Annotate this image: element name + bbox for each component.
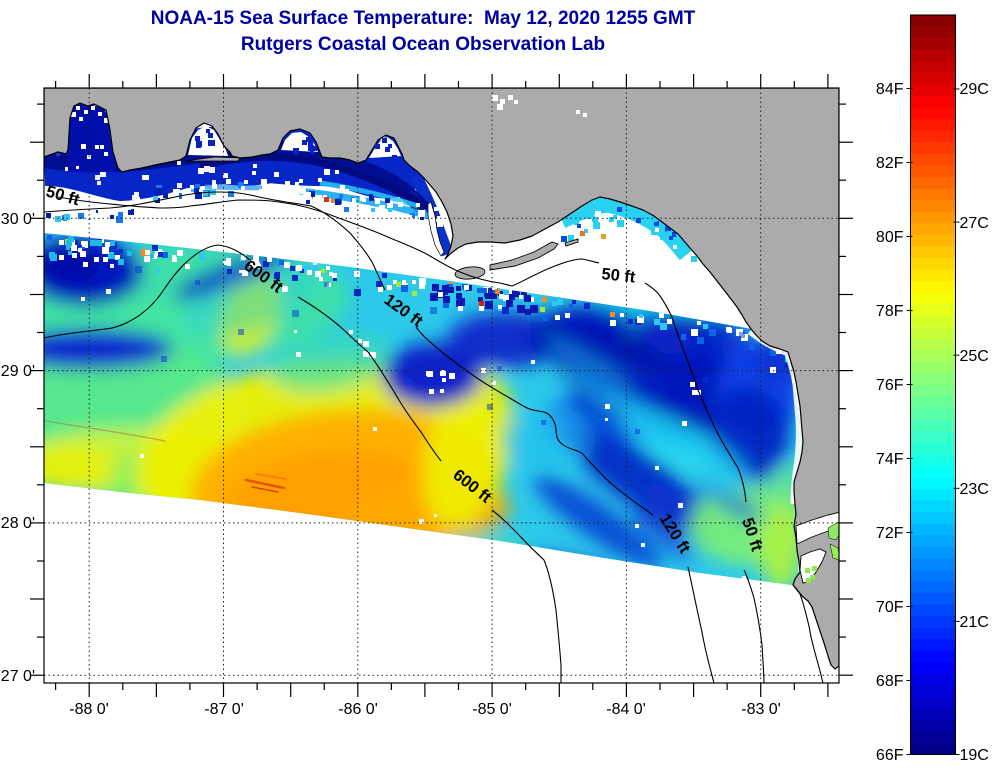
svg-text:66F: 66F xyxy=(876,747,904,764)
svg-text:NOAA-15 Sea Surface Temperatur: NOAA-15 Sea Surface Temperature: May 12,… xyxy=(151,8,696,29)
svg-text:-84 0': -84 0' xyxy=(606,701,646,718)
svg-text:68F: 68F xyxy=(876,673,904,690)
svg-text:29C: 29C xyxy=(960,81,989,98)
svg-text:78F: 78F xyxy=(876,303,904,320)
svg-text:76F: 76F xyxy=(876,377,904,394)
svg-text:27C: 27C xyxy=(960,215,989,232)
svg-text:74F: 74F xyxy=(876,451,904,468)
svg-text:28 0': 28 0' xyxy=(1,515,35,532)
svg-text:29 0': 29 0' xyxy=(1,363,35,380)
svg-text:30 0': 30 0' xyxy=(1,211,35,228)
svg-text:27 0': 27 0' xyxy=(1,668,35,685)
svg-text:-87 0': -87 0' xyxy=(204,701,244,718)
svg-text:-86 0': -86 0' xyxy=(338,701,378,718)
svg-text:72F: 72F xyxy=(876,525,904,542)
svg-text:50 ft: 50 ft xyxy=(601,265,637,287)
svg-text:21C: 21C xyxy=(960,614,989,631)
svg-text:23C: 23C xyxy=(960,481,989,498)
svg-text:Rutgers Coastal Ocean Observat: Rutgers Coastal Ocean Observation Lab xyxy=(241,34,605,55)
svg-text:-83 0': -83 0' xyxy=(741,701,781,718)
svg-text:84F: 84F xyxy=(876,81,904,98)
svg-text:-85 0': -85 0' xyxy=(472,701,512,718)
svg-text:-88 0': -88 0' xyxy=(69,701,109,718)
svg-text:82F: 82F xyxy=(876,155,904,172)
svg-text:19C: 19C xyxy=(960,747,989,764)
svg-text:70F: 70F xyxy=(876,599,904,616)
svg-text:25C: 25C xyxy=(960,348,989,365)
svg-text:80F: 80F xyxy=(876,229,904,246)
